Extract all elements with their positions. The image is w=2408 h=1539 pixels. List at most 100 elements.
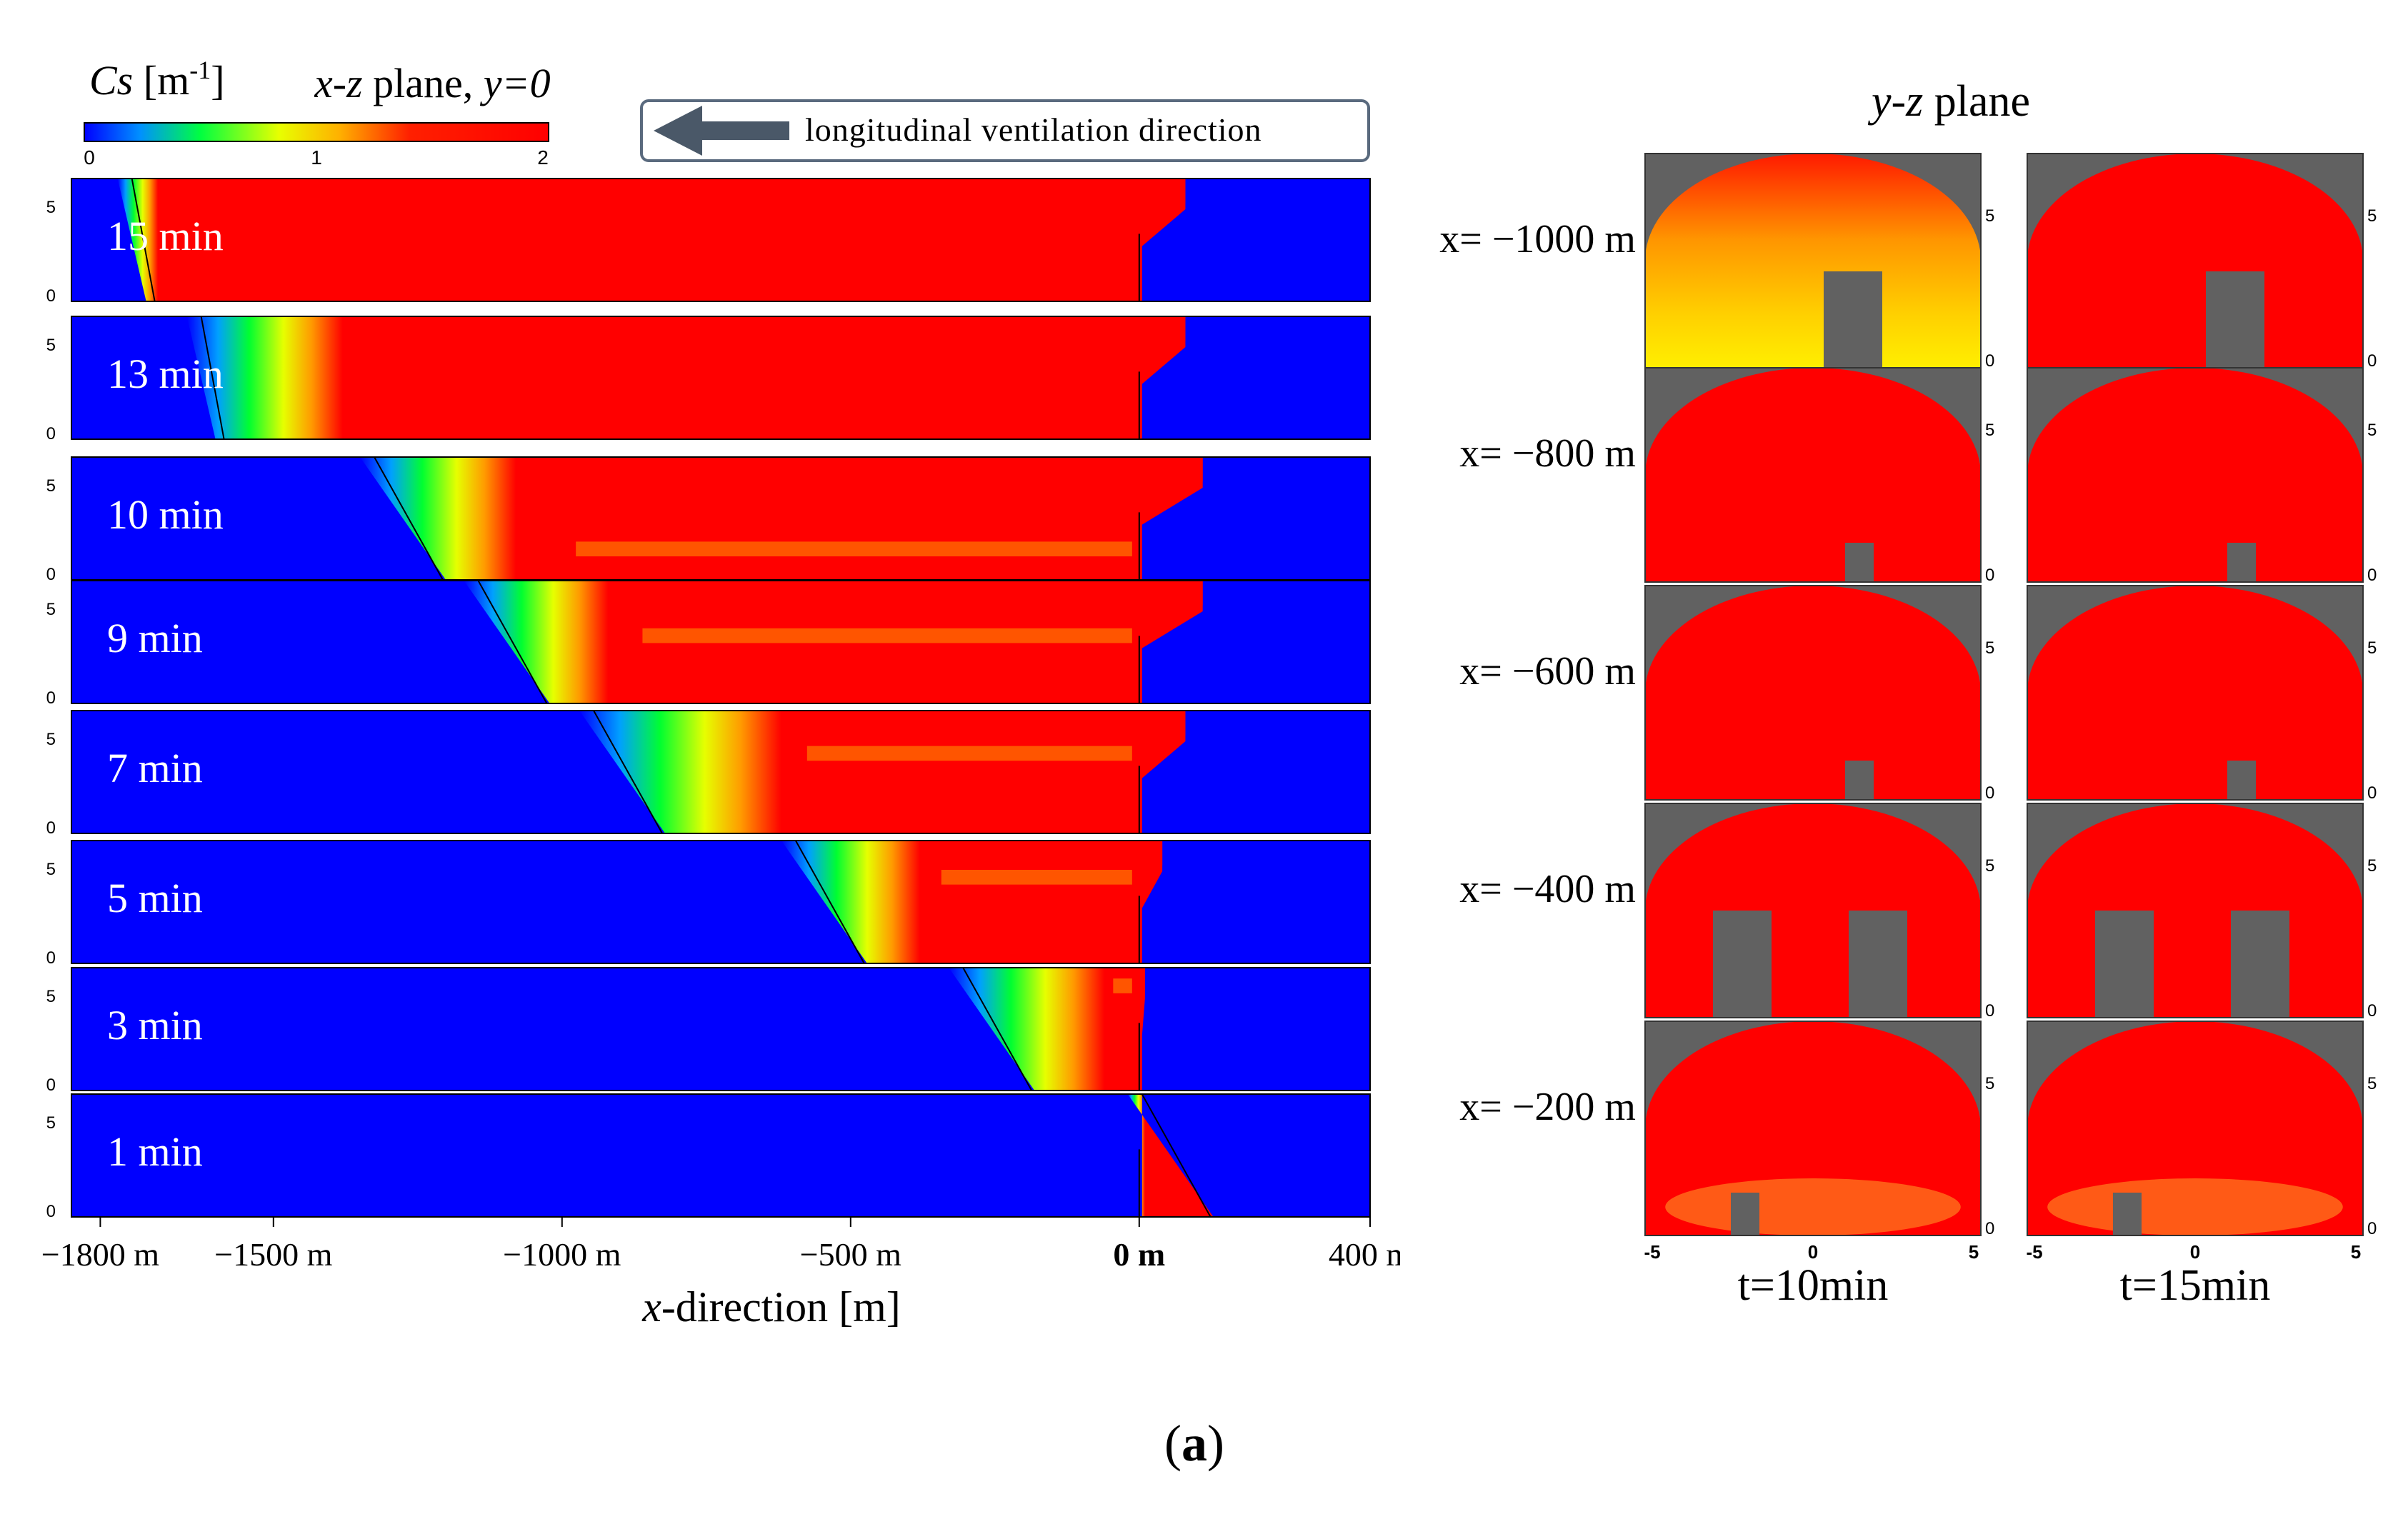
z-tick-label: 0: [46, 688, 56, 708]
yz-row: x= −600 m 5 0 5 0: [1459, 585, 2377, 803]
svg-text:(a): (a): [1164, 1415, 1224, 1472]
panel-time-label: 10 min: [107, 491, 224, 538]
z-tick-label: 0: [46, 1202, 56, 1221]
yz-row: x= −400 m 5 0 5 0: [1459, 803, 2377, 1021]
high-concentration-layer: [516, 457, 1203, 543]
z-tick-label: 5: [1985, 1074, 1994, 1093]
vehicle-block: [2227, 761, 2256, 800]
panel-time-label: 7 min: [107, 745, 203, 791]
contour-line: [477, 580, 548, 704]
xz-panel: 1 min 5 0: [46, 1093, 1371, 1221]
z-tick-label: 0: [1985, 783, 1994, 803]
concentration-fringe: [576, 541, 1132, 557]
xz-panel: 13 min 5 0: [46, 316, 1371, 443]
z-tick-label: 0: [46, 948, 56, 968]
high-concentration-layer: [1104, 968, 1145, 1029]
z-tick-label: 0: [1985, 566, 1994, 585]
tunnel-cross-section: [1645, 368, 1981, 582]
z-tick-label: 5: [1985, 421, 1994, 440]
yz-row-label: x= −600 m: [1459, 649, 1636, 693]
contour-line: [593, 710, 663, 834]
cell-frame: [1644, 585, 1982, 801]
y-tick-label: 5: [1969, 1241, 1979, 1263]
contour-line: [200, 316, 225, 440]
colorbar-tick-label: 0: [84, 146, 95, 169]
panel-frame: [71, 840, 1371, 964]
contour-line: [131, 178, 156, 302]
cell-frame: [1644, 803, 1982, 1018]
svg-text:y-z plane: y-z plane: [1867, 77, 2030, 126]
panel-frame: [71, 710, 1371, 834]
vehicle-block: [1824, 271, 1882, 368]
tunnel-cross-section: [2027, 368, 2363, 582]
smoke-front-region: [949, 968, 1145, 1091]
panel-background: [71, 968, 1370, 1091]
z-tick-label: 5: [2367, 421, 2377, 440]
cell-frame: [2027, 1021, 2364, 1236]
vehicle-block: [1713, 911, 1772, 1018]
z-tick-label: 5: [46, 730, 56, 749]
vehicle-block: [1849, 911, 1907, 1018]
concentration-fringe: [941, 870, 1132, 885]
z-tick-label: 5: [46, 476, 56, 496]
tunnel-cross-section: [1645, 1021, 1981, 1235]
y-tick-label: -5: [2026, 1241, 2042, 1263]
contour-line: [374, 456, 444, 581]
z-tick-label: 5: [1985, 856, 1994, 876]
yz-plane-title: y-z plane: [1867, 77, 2030, 126]
yz-row: x= −200 m 5 0 5 0: [1459, 1021, 2377, 1238]
y-tick-label: 0: [1808, 1241, 1818, 1263]
contour-line: [962, 967, 1033, 1091]
contour-line: [794, 840, 865, 964]
colorbar-label: Cs [m-1]: [89, 57, 225, 104]
z-tick-label: 0: [1985, 1219, 1994, 1238]
tunnel-cross-section: [2027, 803, 2363, 1018]
z-tick-label: 5: [46, 336, 56, 355]
z-tick-label: 5: [1985, 206, 1994, 226]
z-tick-label: 0: [46, 424, 56, 443]
z-tick-label: 5: [46, 198, 56, 217]
xz-panel: 7 min 5 0: [46, 710, 1371, 838]
tunnel-cross-section: [1645, 803, 1981, 1018]
z-tick-label: 5: [2367, 638, 2377, 658]
y-tick-label: -5: [1644, 1241, 1660, 1263]
tunnel-cross-section: [2027, 154, 2363, 369]
colorbar-tick-label: 2: [537, 146, 549, 169]
high-concentration-layer: [781, 711, 1186, 772]
z-tick-label: 5: [1985, 638, 1994, 658]
vehicle-block: [2113, 1193, 2142, 1235]
vehicle-block: [2206, 271, 2264, 368]
panel-time-label: 1 min: [107, 1128, 203, 1175]
yz-row: x= −800 m 5 0 5 0: [1459, 367, 2377, 585]
smoke-front-region: [1127, 1094, 1214, 1217]
contour-line: [1141, 1093, 1212, 1218]
panel-time-label: 15 min: [107, 213, 224, 259]
z-tick-label: 0: [1985, 351, 1994, 371]
panel-frame: [71, 580, 1371, 704]
cell-frame: [1644, 1021, 1982, 1236]
x-tick-label: 0 m: [1113, 1236, 1165, 1273]
yz-column-label: t=15min: [2120, 1261, 2271, 1310]
vehicle-block: [1845, 543, 1874, 582]
z-tick-label: 0: [46, 565, 56, 584]
cell-frame: [1644, 367, 1982, 583]
cell-frame: [2027, 803, 2364, 1018]
yz-row-label: x= −200 m: [1459, 1085, 1636, 1129]
ventilation-direction-box: longitudinal ventilation direction: [640, 99, 1370, 162]
x-tick-label: −500 m: [800, 1236, 901, 1273]
z-tick-label: 5: [2367, 856, 2377, 876]
z-tick-label: 0: [2367, 566, 2377, 585]
yz-row-label: x= −800 m: [1459, 431, 1636, 476]
xz-panel: 15 min 5 0: [46, 178, 1371, 306]
panel-time-label: 13 min: [107, 351, 224, 397]
vehicle-block: [2227, 543, 2256, 582]
z-tick-label: 0: [1985, 1001, 1994, 1021]
yz-row: x= −1000 m 5 0 5 0: [1439, 153, 2377, 371]
panel-time-label: 3 min: [107, 1002, 203, 1048]
vehicle-block: [2231, 911, 2289, 1018]
panel-background: [71, 841, 1370, 963]
vehicle-block: [2095, 911, 2154, 1018]
xz-panel: 10 min 5 0: [46, 456, 1371, 584]
panel-time-label: 9 min: [107, 615, 203, 661]
